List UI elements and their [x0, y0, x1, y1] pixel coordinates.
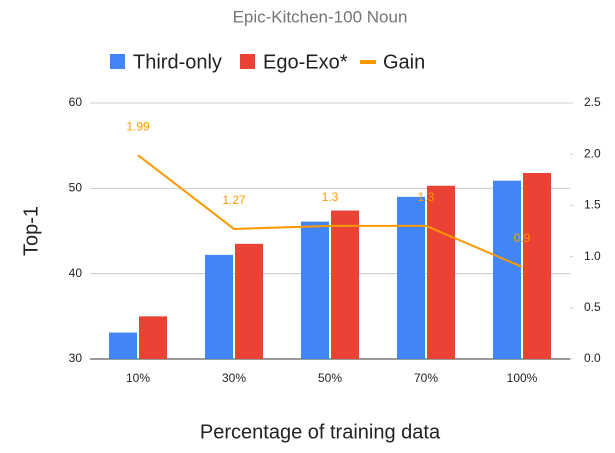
legend-label: Gain [383, 51, 425, 73]
line [137, 154, 523, 268]
bar [523, 172, 551, 359]
bar [139, 316, 167, 359]
y2-tick-label: 1.5 [584, 198, 601, 212]
chart-title: Epic-Kitchen-100 Noun [233, 7, 408, 26]
y-tick-label: 40 [69, 266, 83, 280]
data-label: 1.3 [418, 190, 435, 204]
bar [301, 221, 329, 359]
bar [205, 254, 233, 359]
legend-swatch [110, 54, 125, 69]
y2-tick-label: 1.0 [584, 249, 601, 263]
x-tick-label: 50% [318, 371, 342, 385]
bar [235, 243, 263, 359]
x-tick-label: 30% [222, 371, 246, 385]
y-tick-label: 50 [69, 181, 83, 195]
bar [109, 332, 137, 359]
bar [397, 196, 425, 359]
x-tick-label: 70% [414, 371, 438, 385]
x-axis-label: Percentage of training data [200, 421, 441, 443]
legend-swatch [240, 54, 255, 69]
data-label: 1.27 [222, 193, 246, 207]
x-tick-label: 100% [507, 371, 538, 385]
y-tick-label: 60 [69, 95, 83, 109]
data-label: 1.3 [322, 190, 339, 204]
bar [493, 180, 521, 359]
bar [427, 185, 455, 359]
legend-swatch [360, 60, 376, 64]
legend-label: Ego-Exo* [263, 51, 348, 73]
y2-tick-label: 0.0 [584, 351, 601, 365]
y2-tick-label: 2.0 [584, 146, 601, 160]
legend-label: Third-only [133, 51, 222, 73]
y2-tick-label: 2.5 [584, 95, 601, 109]
y-axis-label: Top-1 [20, 206, 42, 256]
bar [331, 210, 359, 359]
data-label: 1.99 [126, 119, 150, 133]
y2-tick-label: 0.5 [584, 300, 601, 314]
x-tick-label: 10% [126, 371, 150, 385]
y-tick-label: 30 [69, 351, 83, 365]
data-label: 0.9 [514, 231, 531, 245]
